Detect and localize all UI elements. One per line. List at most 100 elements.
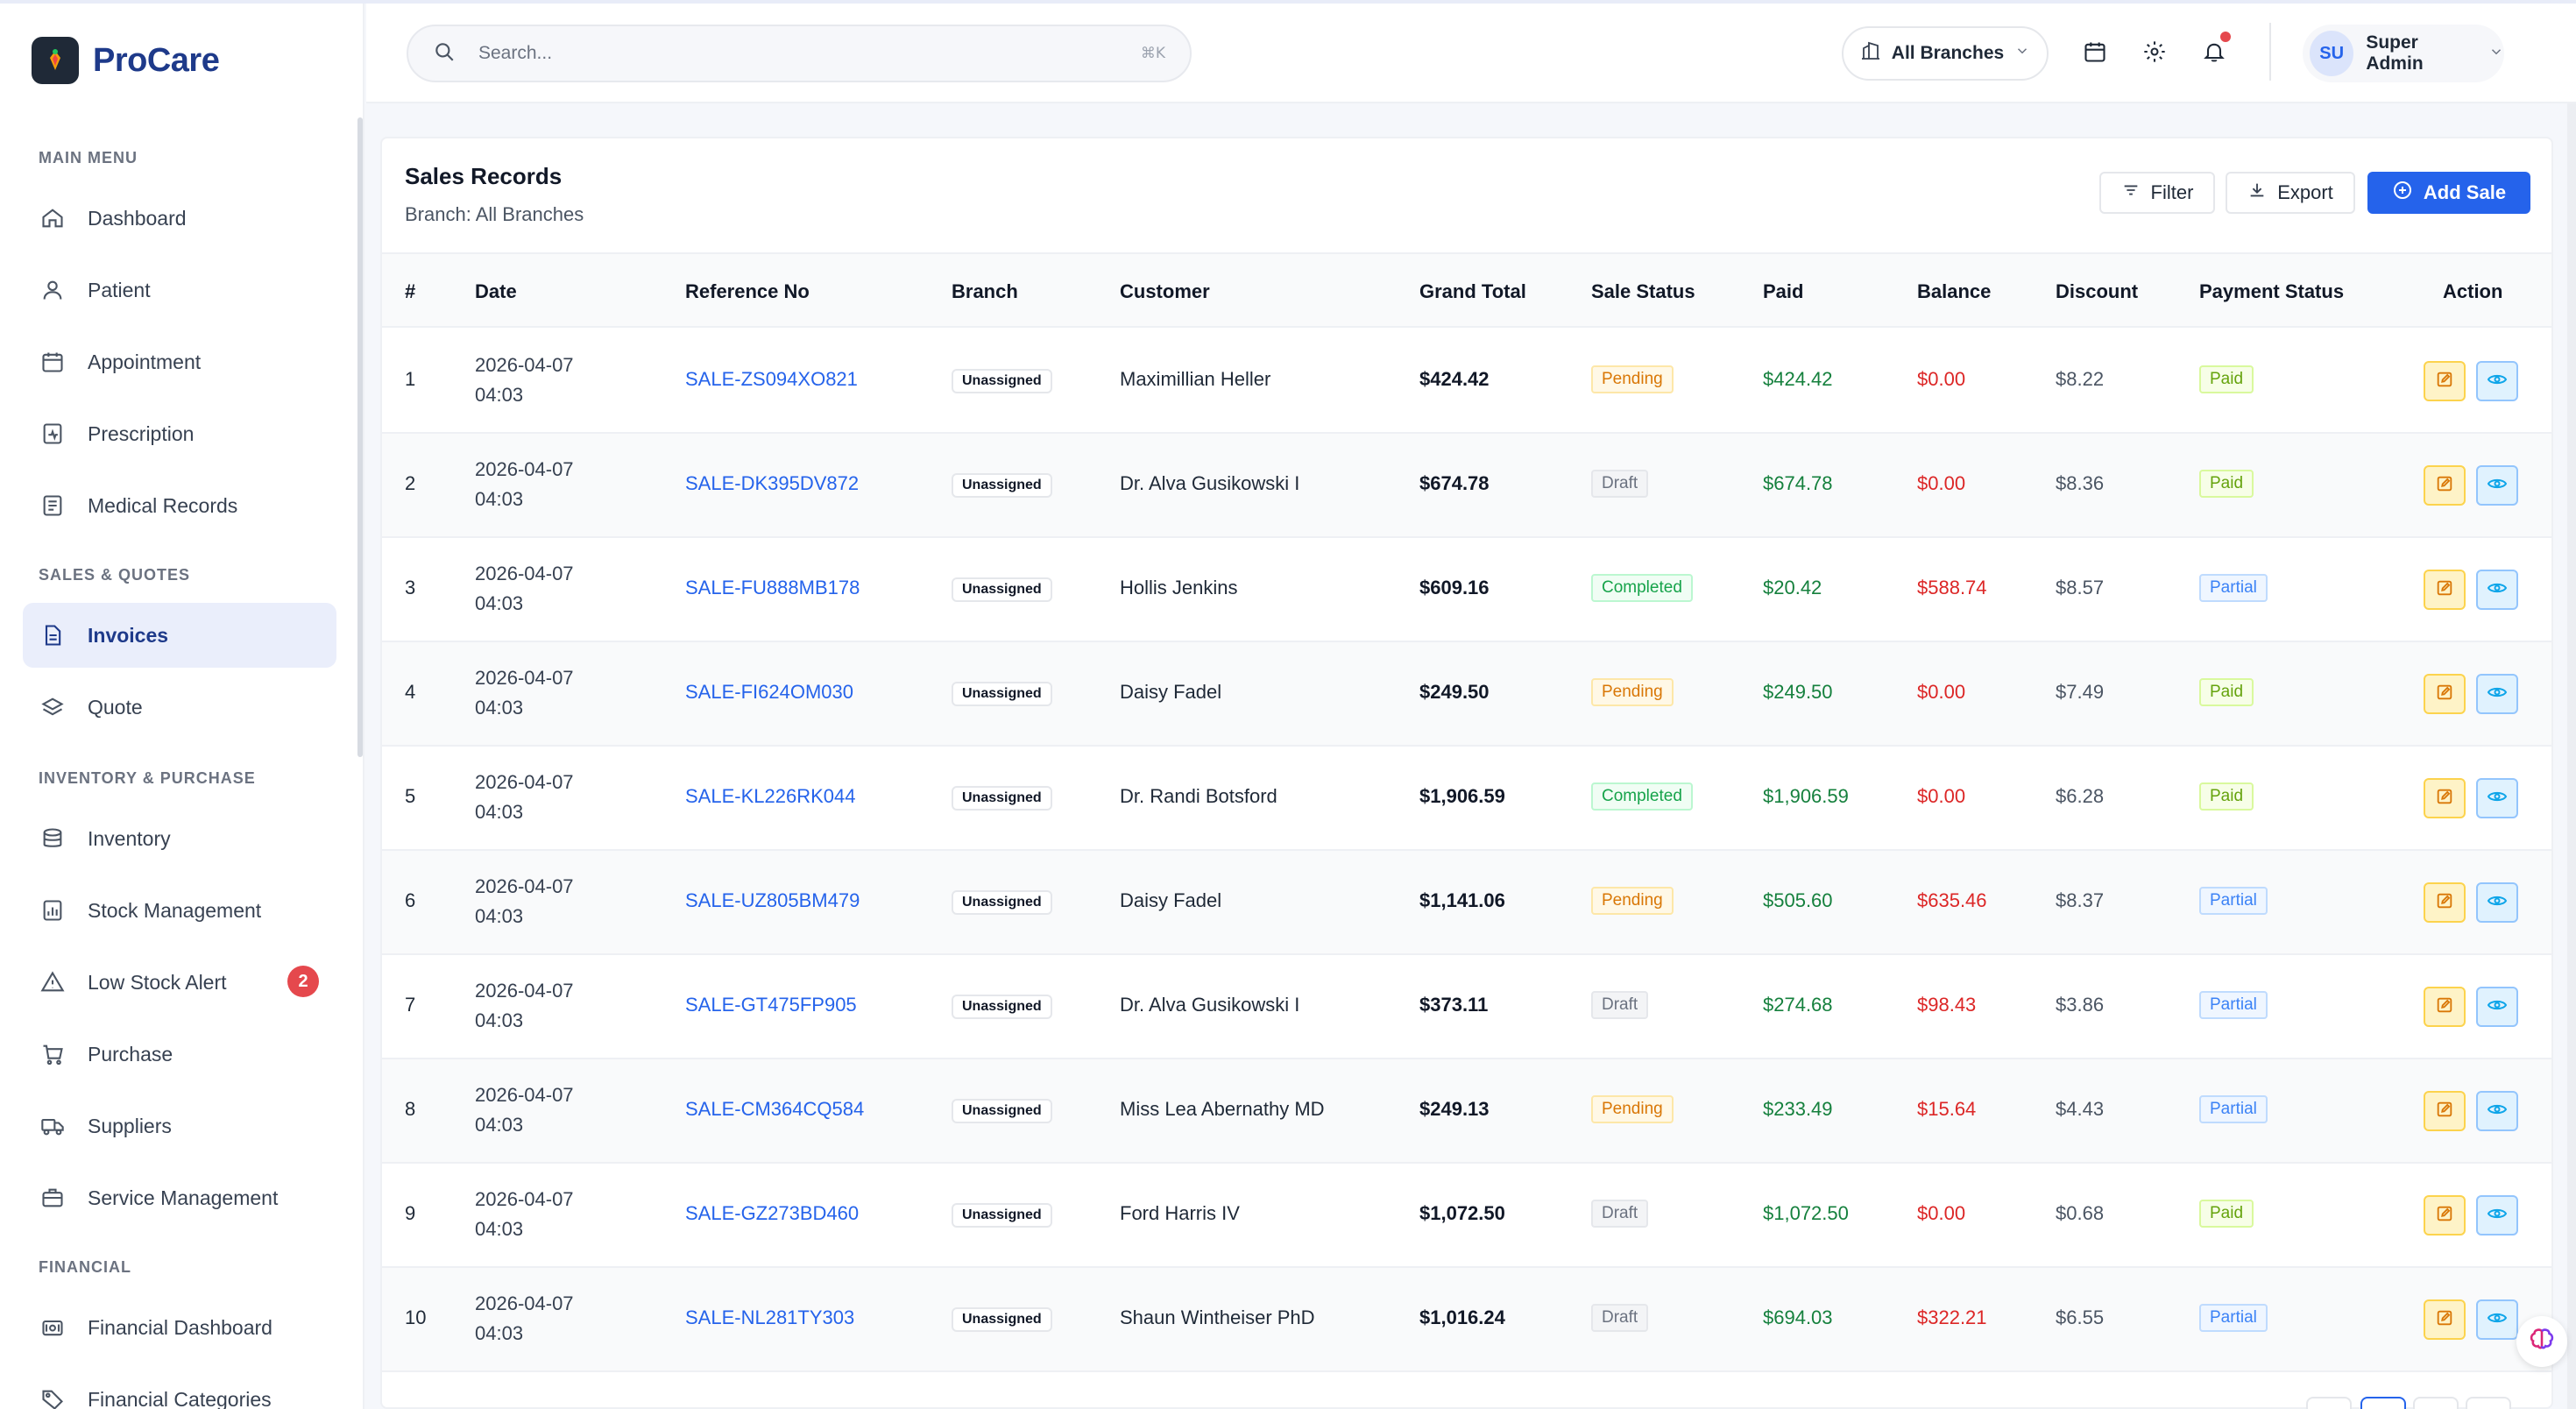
edit-button[interactable] xyxy=(2424,465,2466,506)
view-button[interactable] xyxy=(2476,1091,2518,1131)
column-header[interactable]: Sale Status xyxy=(1591,280,1695,302)
reference-link[interactable]: SALE-ZS094XO821 xyxy=(685,368,858,390)
view-button[interactable] xyxy=(2476,987,2518,1027)
branch-badge: Unassigned xyxy=(952,682,1052,706)
paid-amount: $249.50 xyxy=(1763,681,1833,703)
column-header[interactable]: Payment Status xyxy=(2199,280,2345,302)
view-button[interactable] xyxy=(2476,882,2518,923)
table-row[interactable]: 6 2026-04-07 04:03 SALE-UZ805BM479 Unassi… xyxy=(382,851,2551,955)
column-header[interactable]: Reference No xyxy=(685,280,810,302)
branch-selector[interactable]: All Branches xyxy=(1842,26,2049,81)
sidebar-item-stock-management[interactable]: Stock Management xyxy=(23,878,336,943)
view-button[interactable] xyxy=(2476,1195,2518,1236)
table-row[interactable]: 1 2026-04-07 04:03 SALE-ZS094XO821 Unassi… xyxy=(382,329,2551,434)
table-row[interactable]: 8 2026-04-07 04:03 SALE-CM364CQ584 Unassi… xyxy=(382,1059,2551,1164)
table-row[interactable]: 9 2026-04-07 04:03 SALE-GZ273BD460 Unassi… xyxy=(382,1164,2551,1268)
reference-link[interactable]: SALE-GT475FP905 xyxy=(685,994,857,1016)
row-number: 8 xyxy=(405,1098,416,1120)
reference-link[interactable]: SALE-NL281TY303 xyxy=(685,1306,855,1328)
pagination-prev[interactable] xyxy=(2306,1397,2352,1409)
pagination-page[interactable] xyxy=(2413,1397,2459,1409)
sale-status-badge: Pending xyxy=(1591,887,1674,915)
table-row[interactable]: 2 2026-04-07 04:03 SALE-DK395DV872 Unassi… xyxy=(382,434,2551,538)
settings-button[interactable] xyxy=(2133,32,2176,75)
page-scrollbar[interactable] xyxy=(2567,103,2576,1409)
reference-link[interactable]: SALE-DK395DV872 xyxy=(685,472,860,494)
section-main-menu: MAIN MENU xyxy=(39,149,138,166)
search-input[interactable] xyxy=(478,43,1141,64)
edit-button[interactable] xyxy=(2424,1195,2466,1236)
section-sales-quotes: SALES & QUOTES xyxy=(39,566,191,584)
column-header[interactable]: Paid xyxy=(1763,280,1804,302)
table-row[interactable]: 7 2026-04-07 04:03 SALE-GT475FP905 Unassi… xyxy=(382,955,2551,1059)
sidebar-item-medical-records[interactable]: Medical Records xyxy=(23,473,336,538)
reference-link[interactable]: SALE-GZ273BD460 xyxy=(685,1202,860,1224)
sidebar-item-invoices[interactable]: Invoices xyxy=(23,603,336,668)
view-button[interactable] xyxy=(2476,778,2518,818)
column-header[interactable]: Balance xyxy=(1917,280,1992,302)
column-header[interactable]: Branch xyxy=(952,280,1018,302)
sidebar-item-appointment[interactable]: Appointment xyxy=(23,329,336,394)
view-button[interactable] xyxy=(2476,570,2518,610)
sidebar-item-financial-dashboard[interactable]: Financial Dashboard xyxy=(23,1295,336,1360)
sidebar-item-quote[interactable]: Quote xyxy=(23,675,336,740)
row-number: 3 xyxy=(405,577,416,598)
sidebar-item-financial-categories[interactable]: Financial Categories xyxy=(23,1367,336,1409)
edit-button[interactable] xyxy=(2424,1091,2466,1131)
edit-button[interactable] xyxy=(2424,570,2466,610)
view-button[interactable] xyxy=(2476,361,2518,401)
reference-link[interactable]: SALE-UZ805BM479 xyxy=(685,889,860,911)
search-box[interactable]: ⌘K xyxy=(407,25,1192,82)
sidebar-item-inventory[interactable]: Inventory xyxy=(23,806,336,871)
filter-button[interactable]: Filter xyxy=(2099,172,2215,214)
reference-link[interactable]: SALE-FI624OM030 xyxy=(685,681,853,703)
column-header[interactable]: Date xyxy=(475,280,517,302)
table-row[interactable]: 5 2026-04-07 04:03 SALE-KL226RK044 Unassi… xyxy=(382,747,2551,851)
discount-amount: $4.43 xyxy=(2056,1098,2105,1120)
layers-icon xyxy=(39,693,67,721)
pagination-page[interactable] xyxy=(2360,1397,2406,1409)
sidebar-item-dashboard[interactable]: Dashboard xyxy=(23,186,336,251)
table-row[interactable]: 3 2026-04-07 04:03 SALE-FU888MB178 Unassi… xyxy=(382,538,2551,642)
export-button[interactable]: Export xyxy=(2226,172,2355,214)
add-sale-button[interactable]: Add Sale xyxy=(2367,172,2530,214)
sidebar-item-suppliers[interactable]: Suppliers xyxy=(23,1094,336,1158)
branch-badge: Unassigned xyxy=(952,473,1052,498)
row-date-time: 04:03 xyxy=(475,1322,524,1344)
edit-button[interactable] xyxy=(2424,674,2466,714)
sidebar-item-patient[interactable]: Patient xyxy=(23,258,336,322)
edit-button[interactable] xyxy=(2424,778,2466,818)
sidebar-item-low-stock-alert[interactable]: Low Stock Alert 2 xyxy=(23,950,336,1015)
view-button[interactable] xyxy=(2476,465,2518,506)
user-menu[interactable]: SU Super Admin xyxy=(2303,25,2504,82)
column-header[interactable]: Discount xyxy=(2056,280,2139,302)
payment-status-badge: Partial xyxy=(2199,991,2268,1019)
page-title: Sales Records xyxy=(405,163,563,189)
add-sale-label: Add Sale xyxy=(2423,181,2507,203)
reference-link[interactable]: SALE-FU888MB178 xyxy=(685,577,860,598)
calendar-button[interactable] xyxy=(2073,32,2117,75)
row-date-day: 2026-04-07 xyxy=(475,875,574,897)
notifications-button[interactable] xyxy=(2192,32,2236,75)
edit-button[interactable] xyxy=(2424,987,2466,1027)
column-header[interactable]: Customer xyxy=(1120,280,1210,302)
edit-button[interactable] xyxy=(2424,361,2466,401)
edit-button[interactable] xyxy=(2424,1299,2466,1340)
brand[interactable]: ProCare xyxy=(32,37,220,84)
assistant-button[interactable] xyxy=(2516,1316,2567,1367)
edit-button[interactable] xyxy=(2424,882,2466,923)
sidebar-item-prescription[interactable]: Prescription xyxy=(23,401,336,466)
row-date-time: 04:03 xyxy=(475,384,524,406)
reference-link[interactable]: SALE-KL226RK044 xyxy=(685,785,856,807)
sidebar-item-service-management[interactable]: Service Management xyxy=(23,1165,336,1230)
view-button[interactable] xyxy=(2476,1299,2518,1340)
pagination-next[interactable] xyxy=(2466,1397,2511,1409)
view-button[interactable] xyxy=(2476,674,2518,714)
table-row[interactable]: 10 2026-04-07 04:03 SALE-NL281TY303 Unass… xyxy=(382,1268,2551,1372)
column-header[interactable]: Grand Total xyxy=(1419,280,1526,302)
table-row[interactable]: 4 2026-04-07 04:03 SALE-FI624OM030 Unassi… xyxy=(382,642,2551,747)
reference-link[interactable]: SALE-CM364CQ584 xyxy=(685,1098,865,1120)
sidebar-scrollbar[interactable] xyxy=(357,117,363,757)
discount-amount: $6.28 xyxy=(2056,785,2105,807)
sidebar-item-purchase[interactable]: Purchase xyxy=(23,1022,336,1087)
